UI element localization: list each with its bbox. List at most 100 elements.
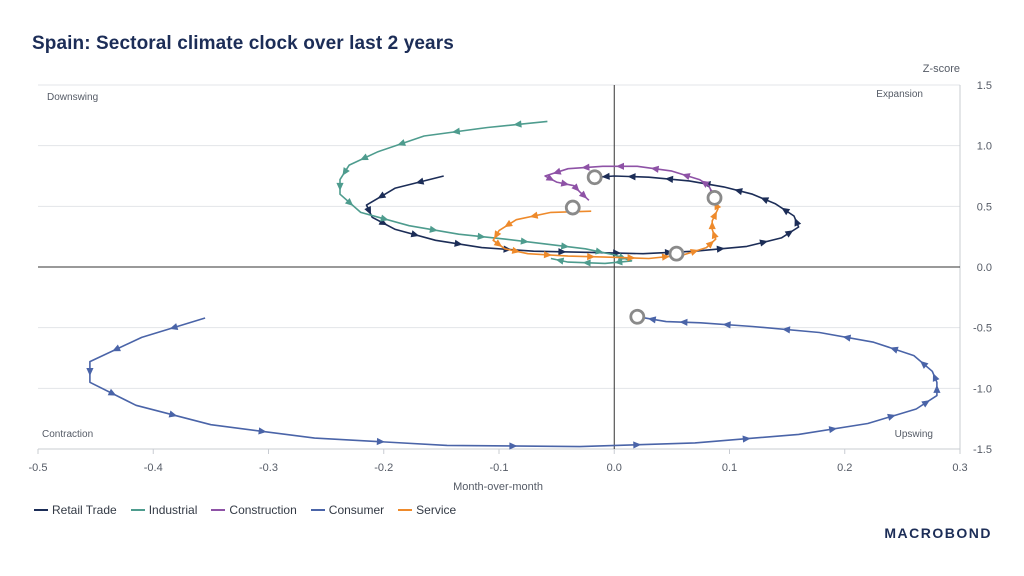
- legend-swatch: [130, 509, 145, 511]
- arrow-construction: [581, 163, 590, 171]
- latest-point-marker: [629, 308, 646, 325]
- arrow-service: [710, 211, 717, 220]
- arrow-service: [494, 230, 502, 239]
- arrow-consumer: [633, 441, 642, 449]
- arrow-retail-trade: [665, 175, 674, 183]
- legend-swatch: [34, 509, 48, 511]
- legend-item-service: Service: [398, 503, 456, 517]
- arrow-consumer: [782, 326, 791, 334]
- arrow-construction: [560, 179, 570, 187]
- arrow-industrial: [520, 237, 529, 245]
- y-axis-label: Z-score: [923, 63, 960, 75]
- arrow-industrial: [477, 232, 486, 240]
- legend-item-industrial: Industrial: [130, 503, 198, 517]
- y-tick-label: 0.5: [977, 201, 992, 213]
- legend-label: Industrial: [148, 503, 198, 517]
- latest-point-marker: [586, 169, 603, 186]
- arrow-service: [529, 211, 539, 219]
- quadrant-expansion: Expansion: [876, 89, 923, 100]
- arrow-industrial: [429, 225, 438, 233]
- series-group: [86, 120, 941, 450]
- y-tick-label: -0.5: [973, 323, 992, 335]
- arrow-consumer: [842, 334, 852, 342]
- quadrant-contraction: Contraction: [42, 429, 93, 440]
- legend: Retail Trade Industrial Construction Con…: [34, 503, 456, 517]
- arrow-consumer: [647, 316, 657, 324]
- legend-item-construction: Construction: [211, 503, 297, 517]
- series-line-construction: [544, 165, 716, 201]
- arrow-service: [543, 251, 552, 259]
- legend-swatch: [310, 509, 325, 511]
- arrow-consumer: [107, 388, 117, 396]
- legend-label: Retail Trade: [52, 503, 117, 517]
- arrow-industrial: [336, 182, 344, 191]
- arrow-service: [511, 246, 521, 254]
- legend-swatch: [211, 509, 226, 511]
- gridlines: [38, 84, 960, 450]
- arrow-retail-trade: [377, 191, 387, 199]
- series-line-consumer: [89, 315, 938, 448]
- arrow-consumer: [376, 437, 385, 446]
- x-tick-label: -0.5: [29, 462, 48, 474]
- arrow-construction: [700, 180, 710, 188]
- arrow-consumer: [258, 427, 267, 435]
- arrow-retail-trade: [410, 230, 420, 238]
- arrow-consumer: [932, 373, 940, 382]
- arrow-retail-trade: [558, 248, 567, 256]
- axes: 1.5 1.0 0.5 0.0 -0.5 -1.0 -1.5 -0.5 -0.4 -0.3 -0.2…: [29, 80, 992, 474]
- axis-labels: Z-score Month-over-month Downswing Expan…: [42, 63, 960, 493]
- arrow-industrial: [451, 127, 461, 135]
- x-tick-label: 0.0: [607, 462, 622, 474]
- latest-markers: [564, 169, 723, 325]
- arrow-industrial: [513, 120, 522, 128]
- arrow-consumer: [828, 426, 838, 434]
- y-tick-label: 0.0: [977, 262, 992, 274]
- latest-point-marker: [564, 199, 581, 216]
- x-tick-label: -0.3: [259, 462, 278, 474]
- arrow-consumer: [722, 321, 731, 329]
- brand-logo: MACROBOND: [884, 525, 992, 541]
- arrow-consumer: [86, 368, 94, 376]
- arrow-industrial: [380, 214, 389, 222]
- series-line-industrial: [339, 120, 633, 265]
- arrow-service: [493, 239, 503, 247]
- arrow-consumer: [887, 413, 896, 421]
- x-tick-label: 0.1: [722, 462, 737, 474]
- arrow-construction: [681, 173, 691, 181]
- arrow-construction: [545, 173, 555, 181]
- arrow-service: [711, 230, 719, 240]
- chart-title: Spain: Sectoral climate clock over last …: [32, 33, 454, 54]
- arrow-industrial: [595, 247, 604, 255]
- x-tick-label: -0.4: [144, 462, 163, 474]
- arrow-retail-trade: [627, 173, 636, 181]
- x-tick-label: -0.2: [374, 462, 393, 474]
- arrow-consumer: [679, 318, 688, 326]
- series-line-retail-trade: [365, 175, 800, 255]
- arrow-construction: [578, 190, 588, 199]
- arrow-construction: [616, 162, 624, 170]
- arrow-consumer: [933, 384, 941, 393]
- latest-point-marker: [668, 245, 685, 262]
- arrow-retail-trade: [781, 207, 791, 216]
- legend-label: Construction: [229, 503, 297, 517]
- y-tick-label: 1.5: [977, 80, 992, 92]
- arrow-retail-trade: [454, 239, 463, 247]
- arrow-industrial: [344, 197, 354, 206]
- arrow-industrial: [342, 167, 350, 176]
- legend-label: Consumer: [328, 503, 385, 517]
- x-tick-label: 0.3: [952, 462, 967, 474]
- arrow-service: [708, 221, 716, 230]
- arrow-consumer: [509, 442, 518, 450]
- legend-label: Service: [416, 503, 457, 517]
- arrow-industrial: [397, 139, 406, 146]
- arrow-service: [705, 240, 715, 249]
- arrow-retail-trade: [734, 188, 743, 196]
- arrow-service: [661, 253, 671, 261]
- arrow-industrial: [582, 259, 591, 267]
- arrow-retail-trade: [601, 172, 610, 180]
- legend-item-retail-trade: Retail Trade: [34, 503, 117, 517]
- arrow-consumer: [920, 360, 929, 369]
- arrow-industrial: [555, 257, 565, 265]
- arrow-retail-trade: [378, 218, 388, 226]
